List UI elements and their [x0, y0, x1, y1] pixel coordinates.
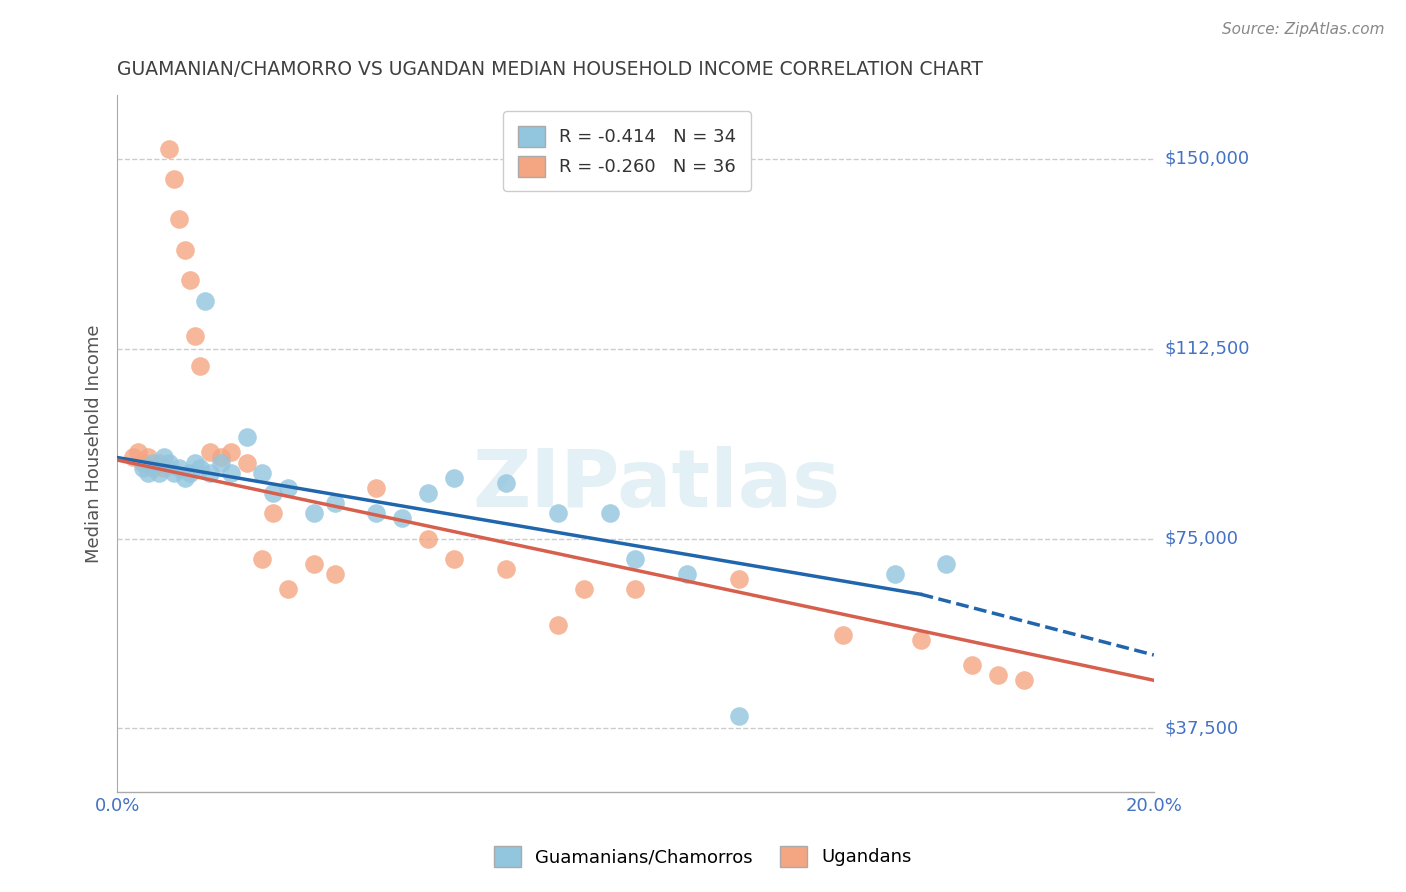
Point: [236, 430, 259, 444]
Point: [236, 456, 259, 470]
Point: [962, 658, 984, 673]
Point: [302, 506, 325, 520]
Point: [173, 243, 195, 257]
Point: [142, 456, 165, 470]
Point: [572, 582, 595, 596]
Point: [987, 668, 1010, 682]
Point: [252, 551, 274, 566]
Point: [495, 562, 517, 576]
Point: [831, 628, 853, 642]
Point: [366, 481, 388, 495]
Point: [262, 506, 284, 520]
Point: [163, 466, 186, 480]
Point: [302, 557, 325, 571]
Legend: R = -0.414   N = 34, R = -0.260   N = 36: R = -0.414 N = 34, R = -0.260 N = 36: [503, 112, 751, 191]
Point: [188, 460, 211, 475]
Point: [935, 557, 957, 571]
Text: $150,000: $150,000: [1166, 150, 1250, 168]
Point: [728, 572, 751, 586]
Point: [547, 506, 569, 520]
Y-axis label: Median Household Income: Median Household Income: [86, 325, 103, 563]
Point: [132, 460, 155, 475]
Point: [624, 551, 647, 566]
Point: [443, 551, 465, 566]
Point: [121, 450, 143, 465]
Point: [676, 566, 699, 581]
Text: Source: ZipAtlas.com: Source: ZipAtlas.com: [1222, 22, 1385, 37]
Point: [209, 456, 232, 470]
Point: [418, 486, 440, 500]
Point: [200, 466, 222, 480]
Point: [153, 450, 176, 465]
Point: [136, 466, 159, 480]
Point: [179, 273, 201, 287]
Text: $37,500: $37,500: [1166, 720, 1239, 738]
Point: [910, 632, 932, 647]
Point: [200, 445, 222, 459]
Point: [209, 450, 232, 465]
Point: [443, 471, 465, 485]
Point: [153, 460, 176, 475]
Point: [219, 445, 242, 459]
Point: [277, 582, 299, 596]
Point: [418, 532, 440, 546]
Point: [163, 172, 186, 186]
Point: [624, 582, 647, 596]
Text: GUAMANIAN/CHAMORRO VS UGANDAN MEDIAN HOUSEHOLD INCOME CORRELATION CHART: GUAMANIAN/CHAMORRO VS UGANDAN MEDIAN HOU…: [117, 60, 983, 78]
Point: [277, 481, 299, 495]
Point: [366, 506, 388, 520]
Point: [262, 486, 284, 500]
Point: [179, 466, 201, 480]
Point: [169, 460, 191, 475]
Point: [323, 496, 346, 510]
Point: [173, 471, 195, 485]
Point: [132, 456, 155, 470]
Point: [136, 450, 159, 465]
Text: ZIPatlas: ZIPatlas: [472, 446, 841, 524]
Point: [142, 460, 165, 475]
Point: [1012, 673, 1035, 688]
Point: [169, 212, 191, 227]
Point: [194, 293, 217, 308]
Text: $75,000: $75,000: [1166, 530, 1239, 548]
Point: [184, 329, 207, 343]
Point: [252, 466, 274, 480]
Point: [728, 708, 751, 723]
Point: [547, 617, 569, 632]
Legend: Guamanians/Chamorros, Ugandans: Guamanians/Chamorros, Ugandans: [486, 838, 920, 874]
Point: [157, 456, 180, 470]
Point: [184, 456, 207, 470]
Point: [188, 359, 211, 374]
Point: [599, 506, 621, 520]
Point: [148, 466, 170, 480]
Point: [495, 475, 517, 490]
Text: $112,500: $112,500: [1166, 340, 1250, 358]
Point: [323, 566, 346, 581]
Point: [219, 466, 242, 480]
Point: [127, 445, 149, 459]
Point: [883, 566, 905, 581]
Point: [391, 511, 413, 525]
Point: [148, 456, 170, 470]
Point: [157, 142, 180, 156]
